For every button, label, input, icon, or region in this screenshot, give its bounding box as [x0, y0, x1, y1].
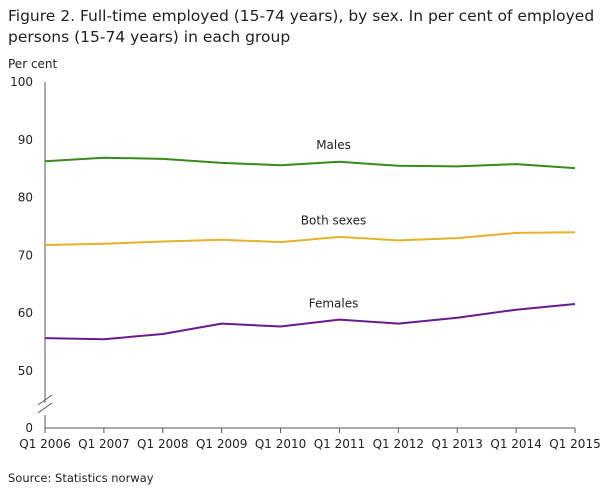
- y-tick-label: 70: [18, 248, 33, 262]
- x-tick-label: Q1 2010: [255, 437, 306, 451]
- x-tick-label: Q1 2006: [19, 437, 70, 451]
- y-tick-label: 100: [10, 75, 33, 89]
- series-labels: Males Both sexes Females: [301, 138, 367, 310]
- x-tick-label: Q1 2015: [549, 437, 600, 451]
- series-line-both-sexes: [44, 231, 576, 246]
- series-line-females: [44, 303, 576, 341]
- series-label-males: Males: [316, 138, 351, 152]
- x-tick-label: Q1 2012: [373, 437, 424, 451]
- series-label-both-sexes: Both sexes: [301, 213, 367, 227]
- y-tick-label: 80: [18, 191, 33, 205]
- y-axis-label: Per cent: [8, 57, 58, 71]
- series-label-females: Females: [309, 296, 359, 310]
- x-tick-label: Q1 2013: [432, 437, 483, 451]
- y-tick-label: 0: [25, 421, 33, 435]
- chart-axes: 0 50 60 70 80 90 100 Q1 2006 Q1 2007 Q1 2008 Q1 20…: [10, 75, 601, 451]
- x-tick-label: Q1 2009: [196, 437, 247, 451]
- x-tick-label: Q1 2008: [137, 437, 188, 451]
- axis-break-mark: [37, 402, 53, 414]
- x-tick-label: Q1 2011: [314, 437, 365, 451]
- chart-series: [44, 156, 576, 341]
- x-tick-label: Q1 2014: [490, 437, 541, 451]
- y-tick-label: 90: [18, 133, 33, 147]
- x-tick-label: Q1 2007: [78, 437, 129, 451]
- source-note: Source: Statistics norway: [8, 471, 154, 485]
- y-tick-label: 50: [18, 364, 33, 378]
- series-line-males: [44, 156, 576, 170]
- axis-break-mark: [37, 394, 53, 406]
- y-tick-label: 60: [18, 306, 33, 320]
- chart-title: Figure 2. Full-time employed (15-74 year…: [8, 7, 595, 46]
